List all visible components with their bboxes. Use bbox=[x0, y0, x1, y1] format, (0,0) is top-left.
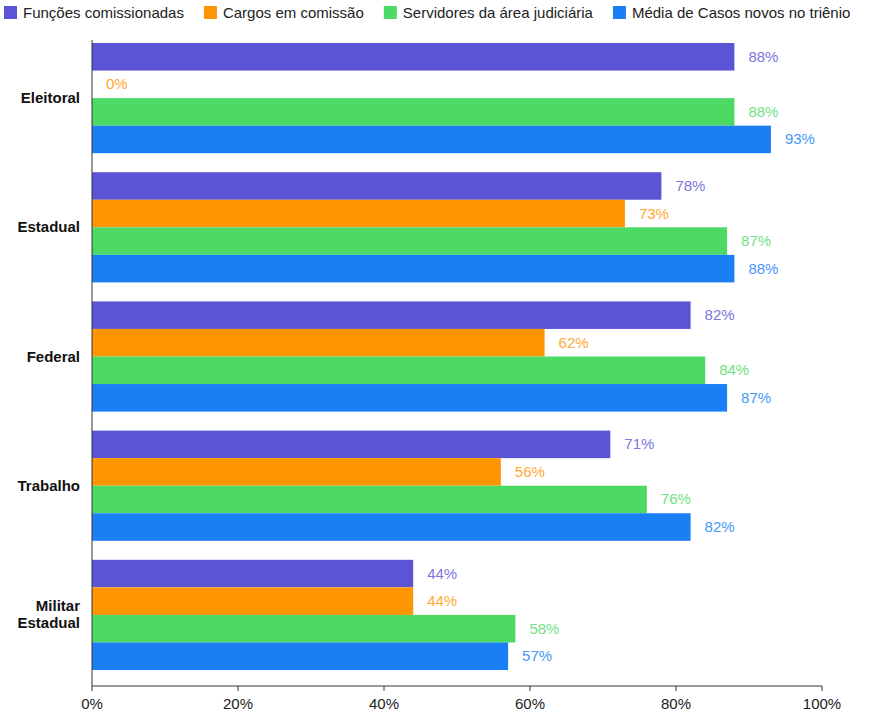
legend-swatch bbox=[613, 6, 626, 19]
x-tick bbox=[92, 686, 93, 691]
legend-label: Servidores da área judiciária bbox=[403, 4, 594, 21]
data-label: 87% bbox=[741, 232, 771, 249]
data-label: 88% bbox=[748, 260, 778, 277]
bar bbox=[92, 255, 734, 283]
data-label: 82% bbox=[705, 518, 735, 535]
bar bbox=[92, 486, 647, 514]
legend-swatch bbox=[204, 6, 217, 19]
category-label: Federal bbox=[27, 348, 80, 365]
x-tick bbox=[384, 686, 385, 691]
bar bbox=[92, 513, 691, 541]
x-tick bbox=[676, 686, 677, 691]
data-label: 44% bbox=[427, 592, 457, 609]
data-label: 88% bbox=[748, 103, 778, 120]
x-tick-label: 40% bbox=[369, 695, 399, 712]
x-tick bbox=[238, 686, 239, 691]
category-label: MilitarEstadual bbox=[17, 597, 80, 631]
bar bbox=[92, 431, 610, 459]
data-label: 0% bbox=[106, 75, 128, 92]
bar bbox=[92, 642, 508, 670]
legend-label: Cargos em comissão bbox=[223, 4, 364, 21]
legend-swatch bbox=[384, 6, 397, 19]
category-label: Eleitoral bbox=[21, 89, 80, 106]
legend-swatch bbox=[4, 6, 17, 19]
y-axis-line bbox=[92, 40, 93, 686]
x-tick-label: 0% bbox=[81, 695, 103, 712]
data-label: 56% bbox=[515, 463, 545, 480]
data-labels: 88% 0% 88% 93% 78% 73% 87% 88% 82% 62% 84% 87% 71% 56… bbox=[106, 48, 815, 664]
data-label: 84% bbox=[719, 361, 749, 378]
chart: Funções comissionadas Cargos em comissão S… bbox=[0, 0, 876, 718]
bar bbox=[92, 227, 727, 255]
bar bbox=[92, 357, 705, 385]
x-tick-label: 80% bbox=[661, 695, 691, 712]
data-label: 57% bbox=[522, 647, 552, 664]
data-label: 58% bbox=[529, 620, 559, 637]
data-label: 44% bbox=[427, 565, 457, 582]
data-label: 93% bbox=[785, 130, 815, 147]
legend-label: Funções comissionadas bbox=[23, 4, 184, 21]
bar bbox=[92, 384, 727, 412]
x-tick bbox=[530, 686, 531, 691]
data-label: 88% bbox=[748, 48, 778, 65]
bars bbox=[92, 43, 771, 670]
x-tick-label: 100% bbox=[803, 695, 841, 712]
bar bbox=[92, 458, 501, 486]
data-label: 82% bbox=[705, 306, 735, 323]
bar bbox=[92, 301, 691, 329]
bar bbox=[92, 43, 734, 71]
data-label: 62% bbox=[559, 334, 589, 351]
bar bbox=[92, 329, 545, 357]
data-label: 76% bbox=[661, 490, 691, 507]
axes: 0% 20% 40% 60% 80% 100% bbox=[81, 40, 841, 712]
data-label: 78% bbox=[675, 177, 705, 194]
category-label: Trabalho bbox=[17, 477, 80, 494]
bar bbox=[92, 615, 515, 643]
x-tick-label: 20% bbox=[223, 695, 253, 712]
bar bbox=[92, 200, 625, 228]
category-label: Estadual bbox=[17, 218, 80, 235]
data-label: 71% bbox=[624, 435, 654, 452]
bar bbox=[92, 126, 771, 154]
x-axis-line bbox=[92, 686, 822, 687]
bar bbox=[92, 98, 734, 126]
bar bbox=[92, 587, 413, 615]
data-label: 87% bbox=[741, 389, 771, 406]
legend-label: Média de Casos novos no triênio bbox=[632, 4, 850, 21]
x-tick-label: 60% bbox=[515, 695, 545, 712]
bar bbox=[92, 560, 413, 588]
x-tick bbox=[822, 686, 823, 691]
data-label: 73% bbox=[639, 205, 669, 222]
bar bbox=[92, 172, 661, 200]
legend: Funções comissionadas Cargos em comissão S… bbox=[4, 4, 850, 21]
